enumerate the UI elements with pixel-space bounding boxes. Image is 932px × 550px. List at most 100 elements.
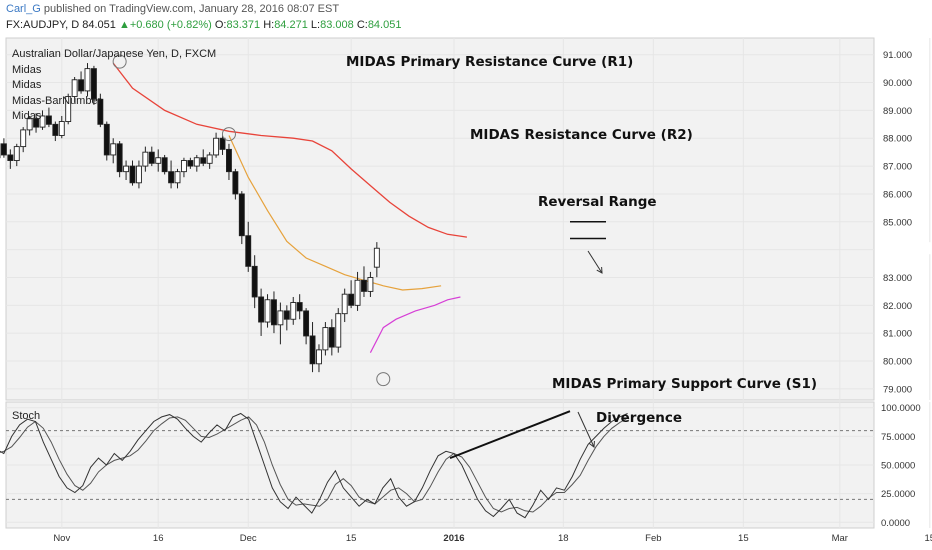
legend-midas-3: Midas — [12, 110, 42, 122]
stoch-d-line — [0, 416, 628, 513]
midas-r1-curve — [112, 62, 467, 238]
y-tick-label: 91.000 — [883, 50, 912, 61]
candle-body — [322, 327, 329, 351]
candle-body — [290, 302, 297, 320]
author-link[interactable]: Carl_G — [6, 3, 41, 15]
x-tick-label: Mar — [832, 533, 848, 544]
s1-marker-circle — [376, 372, 391, 387]
candle-body — [245, 235, 252, 267]
candle-body — [110, 143, 117, 156]
candle-body — [335, 313, 342, 348]
candle-body — [7, 154, 14, 161]
candle-body — [39, 115, 46, 128]
annotations: MIDAS Primary Resistance Curve (R1) MIDAS… — [112, 54, 817, 460]
up-arrow-icon: ▲ — [118, 19, 130, 31]
candle-body — [213, 137, 220, 156]
symbol-label: FX:AUDJPY, D — [6, 19, 80, 31]
legend-midas-barnumber: Midas-BarNumber — [12, 94, 102, 107]
candle-body — [13, 146, 20, 161]
r1-marker-circle — [112, 54, 127, 69]
stoch-tick-label: 0.0000 — [881, 518, 910, 529]
candle-body — [71, 79, 78, 97]
y-tick-label: 79.000 — [883, 384, 912, 395]
legend-symbol: Australian Dollar/Japanese Yen, D, FXCM — [12, 48, 217, 60]
candle-body — [0, 143, 7, 156]
candle-body — [103, 123, 110, 156]
candle-body — [193, 157, 200, 167]
candle-body — [264, 299, 271, 323]
midas-s1-curve — [369, 296, 461, 353]
candle-body — [78, 79, 85, 92]
stoch-lines — [0, 412, 628, 519]
candle-body — [20, 129, 27, 148]
candle-body — [33, 118, 39, 128]
annotation-divergence: Divergence — [596, 410, 682, 426]
stoch-pane-label: Stoch — [12, 410, 41, 422]
x-tick-label: 15 — [346, 533, 357, 544]
candle-body — [135, 165, 142, 184]
candle-body — [200, 157, 207, 164]
x-tick-label: 15 — [925, 533, 932, 544]
y-tick-label: 87.000 — [883, 162, 912, 173]
candle-body — [277, 310, 284, 326]
stoch-k-line — [0, 412, 628, 519]
midas-curves — [112, 62, 467, 353]
x-tick-label: Dec — [240, 533, 257, 544]
high-label: H: — [263, 19, 275, 31]
midas-r2-curve — [228, 135, 442, 291]
candle-body — [129, 165, 136, 184]
divergence-line — [449, 410, 571, 460]
open-label: O: — [214, 19, 227, 31]
y-tick-label: 83.000 — [883, 273, 912, 284]
close-value: 84.051 — [367, 19, 402, 31]
legend-midas-1: Midas — [12, 63, 42, 76]
candle-body — [328, 327, 335, 348]
x-tick-label: 16 — [153, 533, 164, 544]
candle-body — [232, 171, 239, 195]
last-price-box — [879, 242, 931, 255]
publish-line: Carl_G published on TradingView.com, Jan… — [6, 3, 339, 15]
candle-body — [206, 154, 213, 164]
candle-body — [187, 160, 194, 167]
candle-body — [251, 265, 258, 298]
annotation-r1: MIDAS Primary Resistance Curve (R1) — [346, 54, 633, 70]
stoch-down-arrow-head — [588, 440, 595, 448]
candle-body — [174, 171, 181, 184]
candle-body — [258, 296, 265, 323]
high-value: 84.271 — [274, 19, 308, 31]
candle-body — [373, 247, 380, 268]
low-label: L: — [310, 19, 321, 31]
x-tick-label: 15 — [738, 533, 749, 544]
stoch-tick-label: 50.0000 — [881, 461, 915, 472]
candle-body — [161, 157, 168, 173]
price-down-arrow — [587, 250, 603, 274]
x-tick-label: Nov — [53, 533, 70, 544]
candles — [0, 63, 380, 373]
candle-body — [116, 143, 123, 173]
y-tick-label: 85.000 — [883, 217, 912, 228]
candle-body — [271, 299, 277, 326]
candle-body — [361, 279, 367, 292]
candle-body — [58, 121, 65, 136]
candle-body — [341, 293, 348, 315]
candle-body — [283, 310, 290, 320]
axes: 79.00080.00081.00082.00083.00084.05185.0… — [53, 50, 932, 544]
candle-body — [219, 137, 226, 150]
last-price: 84.051 — [82, 19, 116, 31]
candle-body — [303, 310, 310, 337]
candle-body — [97, 98, 104, 125]
y-tick-label: 82.000 — [883, 301, 912, 312]
price-pane — [5, 37, 875, 401]
candle-body — [225, 148, 232, 173]
ohlc-line: FX:AUDJPY, D 84.051 ▲+0.680 (+0.82%) O:8… — [6, 19, 401, 31]
price-down-arrow-head — [596, 266, 603, 274]
publish-info: published on TradingView.com, January 28… — [40, 3, 340, 15]
candle-body — [168, 171, 175, 184]
grid — [5, 37, 931, 529]
candle-body — [309, 335, 316, 365]
stoch-tick-label: 75.0000 — [881, 432, 915, 443]
legend: Australian Dollar/Japanese Yen, D, FXCM … — [12, 47, 216, 125]
annotation-s1: MIDAS Primary Support Curve (S1) — [552, 376, 817, 392]
candle-body — [90, 68, 97, 100]
